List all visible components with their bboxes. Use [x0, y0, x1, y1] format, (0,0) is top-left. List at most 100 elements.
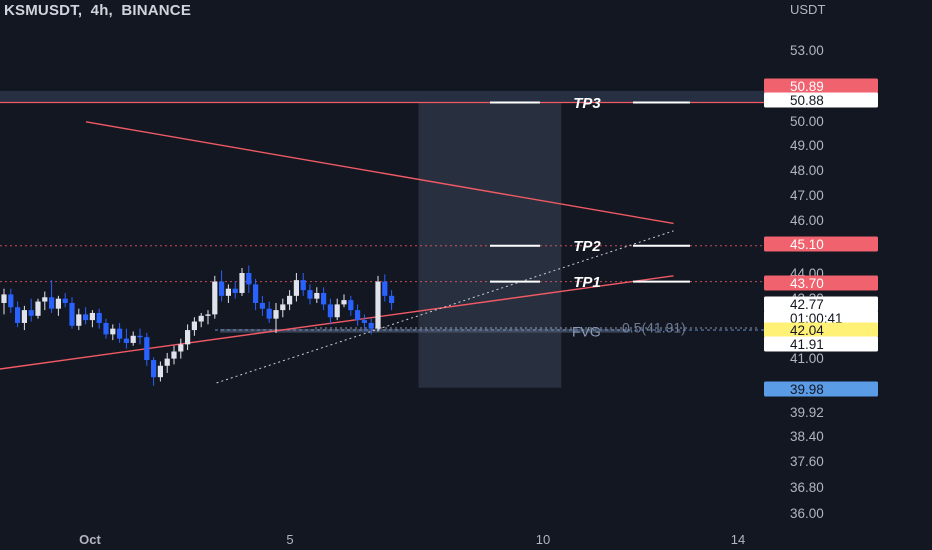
candle-body: [151, 360, 157, 378]
candle-body: [103, 322, 109, 335]
candle-body: [307, 290, 313, 299]
candle-body: [49, 297, 55, 309]
candle-body: [185, 330, 191, 345]
x-tick-label: 14: [731, 532, 745, 547]
candle-body: [69, 302, 75, 326]
y-tick-label: 36.80: [790, 480, 824, 495]
y-tick-label: 53.00: [790, 43, 824, 58]
candle-body: [76, 314, 82, 326]
candle: [28, 298, 34, 322]
lower-trendline: [0, 275, 674, 370]
candle-body: [232, 288, 238, 293]
tp-label: TP3: [573, 95, 601, 112]
candle-body: [287, 295, 293, 305]
price-tag-bg: [764, 78, 878, 94]
candle: [212, 275, 218, 319]
candle: [327, 298, 333, 325]
candle-body: [280, 304, 286, 311]
price-tag-bg: [764, 92, 878, 108]
candle-body: [368, 322, 374, 329]
candle-body: [293, 280, 299, 296]
candle: [130, 331, 136, 346]
candle: [8, 288, 14, 313]
annotations-layer: TP3 TP2 TP1 FVG 0.5(41.91): [490, 95, 690, 340]
candle: [348, 295, 354, 316]
candle-body: [198, 315, 204, 322]
candle: [171, 345, 177, 365]
candle: [15, 301, 21, 328]
price-tag-label: 43.70: [790, 276, 824, 291]
y-tick-label: 50.00: [790, 114, 824, 129]
candle: [55, 295, 61, 316]
candle-body: [96, 312, 102, 323]
y-tick-label: 38.40: [790, 429, 824, 444]
price-tag-label: 42.77: [790, 297, 824, 312]
candle: [341, 294, 347, 308]
price-tag-label: 39.98: [790, 382, 824, 397]
candle-body: [191, 321, 197, 331]
candle-body: [117, 328, 123, 339]
candle: [69, 297, 75, 329]
x-tick-label: 10: [536, 532, 550, 547]
currency-label: USDT: [790, 2, 826, 17]
candle: [287, 290, 293, 311]
candle-body: [110, 328, 116, 335]
candle: [157, 361, 163, 382]
candle-body: [21, 310, 27, 323]
candle-body: [341, 300, 347, 305]
candle-body: [321, 292, 327, 305]
candle-body: [273, 310, 279, 319]
candle: [178, 338, 184, 359]
y-tick-label: 48.00: [790, 163, 824, 178]
fvg-level-label: 0.5(41.91): [622, 320, 686, 336]
y-tick-label: 47.00: [790, 188, 824, 203]
candle: [239, 268, 245, 296]
y-tick-label: 49.00: [790, 138, 824, 153]
price-tag: 42.04: [764, 322, 878, 338]
candle: [89, 310, 95, 328]
tp-marker: TP2: [490, 238, 690, 255]
candle-body: [164, 358, 170, 366]
candle-body: [35, 301, 41, 316]
candle: [382, 274, 388, 302]
candle-body: [89, 312, 95, 321]
candle: [205, 310, 211, 325]
candle: [293, 273, 299, 302]
fvg-zone: [220, 328, 630, 333]
zones-layer: [0, 90, 765, 388]
candle: [361, 314, 367, 332]
candle: [321, 287, 327, 311]
candle-body: [361, 320, 367, 323]
candle: [280, 298, 286, 318]
candle-body: [171, 351, 177, 359]
candle: [375, 275, 381, 332]
price-tag-bg: [764, 322, 878, 338]
price-tag-bg: [764, 275, 878, 291]
candle-body: [327, 304, 333, 318]
top-zone: [0, 90, 765, 103]
candle: [191, 317, 197, 336]
price-tag: 50.89: [764, 78, 878, 94]
candle-body: [144, 337, 150, 361]
candle: [273, 302, 279, 333]
candle: [35, 298, 41, 319]
y-tick-label: 39.92: [790, 405, 824, 420]
exchange-label: BINANCE: [121, 2, 192, 19]
symbol-label[interactable]: KSMUSDT,: [4, 2, 83, 19]
candle-body: [42, 297, 48, 302]
price-tag-label: 50.88: [790, 93, 824, 108]
candle: [232, 281, 238, 299]
price-tag-label: 42.04: [790, 323, 824, 338]
candle-body: [205, 314, 211, 316]
candle: [49, 280, 55, 313]
candle: [103, 318, 109, 339]
candle-body: [1, 294, 7, 303]
candle-body: [219, 281, 225, 296]
candle-body: [239, 273, 245, 293]
price-tag: 50.88: [764, 92, 878, 108]
interval-label[interactable]: 4h,: [90, 2, 113, 19]
fvg-label: FVG: [572, 324, 601, 340]
price-tag-bg: [764, 310, 878, 326]
candle: [83, 307, 89, 325]
